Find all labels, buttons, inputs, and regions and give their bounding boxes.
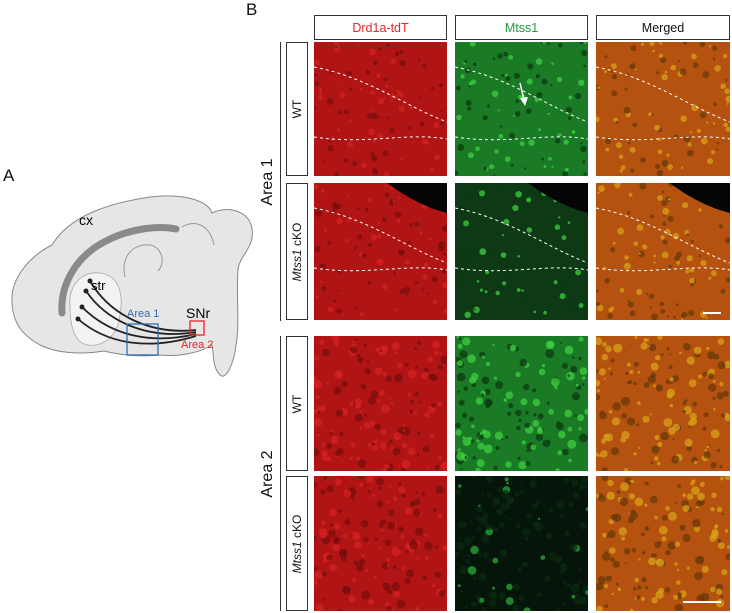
arrow-icon [519, 82, 528, 106]
micrograph-area1-wt-drd1a [314, 42, 447, 176]
area2-row-label: Area 2 [259, 450, 276, 498]
cortex-band [58, 224, 180, 317]
brain-sagittal-diagram [11, 195, 253, 377]
row-label-area2-cko: Mtss1 cKO [286, 476, 308, 611]
scale-bar-area2 [683, 601, 721, 603]
scale-bar-area1 [703, 312, 721, 314]
area2-diagram-label: Area 2 [181, 339, 214, 351]
row-label-area1-wt: WT [286, 42, 308, 176]
area2-box [189, 320, 205, 336]
striatonigral-fibers [77, 280, 197, 345]
area1-row-label: Area 1 [259, 158, 276, 206]
row-label-area1-cko: Mtss1 cKO [286, 183, 308, 320]
micrograph-area1-cko-merged [596, 183, 730, 320]
panel-label-b: B [246, 0, 258, 19]
micrograph-area1-wt-merged [596, 42, 730, 176]
micrograph-area2-cko-mtss1 [455, 476, 588, 611]
column-header-drd1a: Drd1a-tdT [314, 15, 447, 40]
area2-bracket [280, 336, 281, 611]
micrograph-area1-cko-mtss1 [455, 183, 588, 320]
micrograph-area2-wt-drd1a [314, 336, 447, 471]
cortex-label: cx [79, 212, 93, 228]
micrograph-area1-cko-drd1a [314, 183, 447, 320]
column-header-merged: Merged [596, 15, 730, 40]
area1-diagram-label: Area 1 [127, 308, 160, 320]
area1-box [126, 323, 159, 356]
micrograph-area1-wt-mtss1 [455, 42, 588, 176]
brain-outline [11, 195, 253, 377]
striatum-label: str [91, 278, 106, 293]
micrograph-area2-cko-drd1a [314, 476, 447, 611]
micrograph-area2-wt-mtss1 [455, 336, 588, 471]
micrograph-area2-wt-merged [596, 336, 730, 471]
row-label-area2-wt: WT [286, 336, 308, 471]
column-header-mtss1: Mtss1 [455, 15, 588, 40]
micrograph-area2-cko-merged [596, 476, 730, 611]
snr-label: SNr [186, 305, 211, 321]
panel-label-a: A [3, 166, 15, 185]
area1-bracket [280, 42, 281, 321]
